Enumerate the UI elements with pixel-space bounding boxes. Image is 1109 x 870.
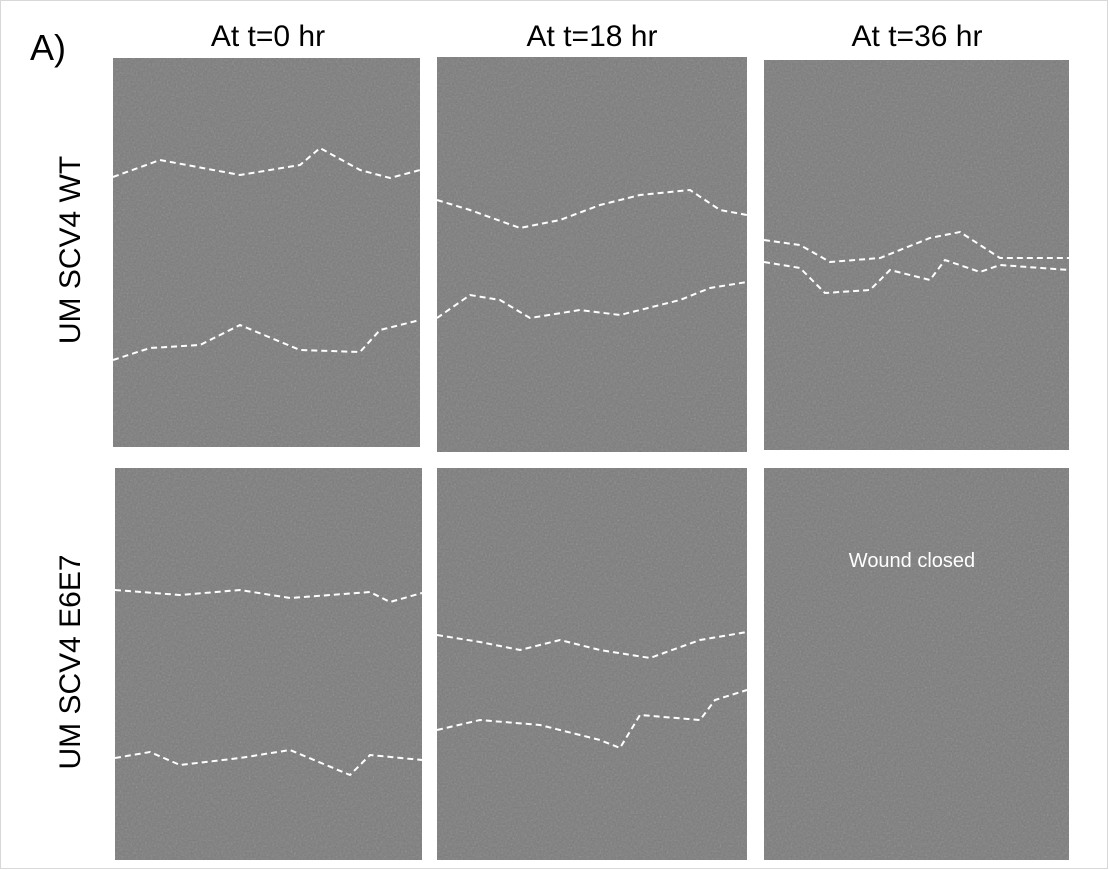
image-panel	[114, 468, 423, 860]
row-label: UM SCV4 WT	[54, 156, 87, 344]
image-panel	[764, 468, 1069, 860]
row-label: UM SCV4 E6E7	[54, 554, 87, 769]
image-panel	[763, 60, 1070, 450]
image-panel	[112, 58, 421, 447]
image-panel	[436, 468, 748, 860]
panel-label: A)	[30, 27, 66, 68]
column-header: At t=0 hr	[211, 20, 325, 53]
column-header: At t=36 hr	[852, 20, 983, 53]
column-header: At t=18 hr	[527, 20, 658, 53]
annotation: Wound closed	[849, 550, 975, 572]
image-panel	[436, 57, 748, 452]
